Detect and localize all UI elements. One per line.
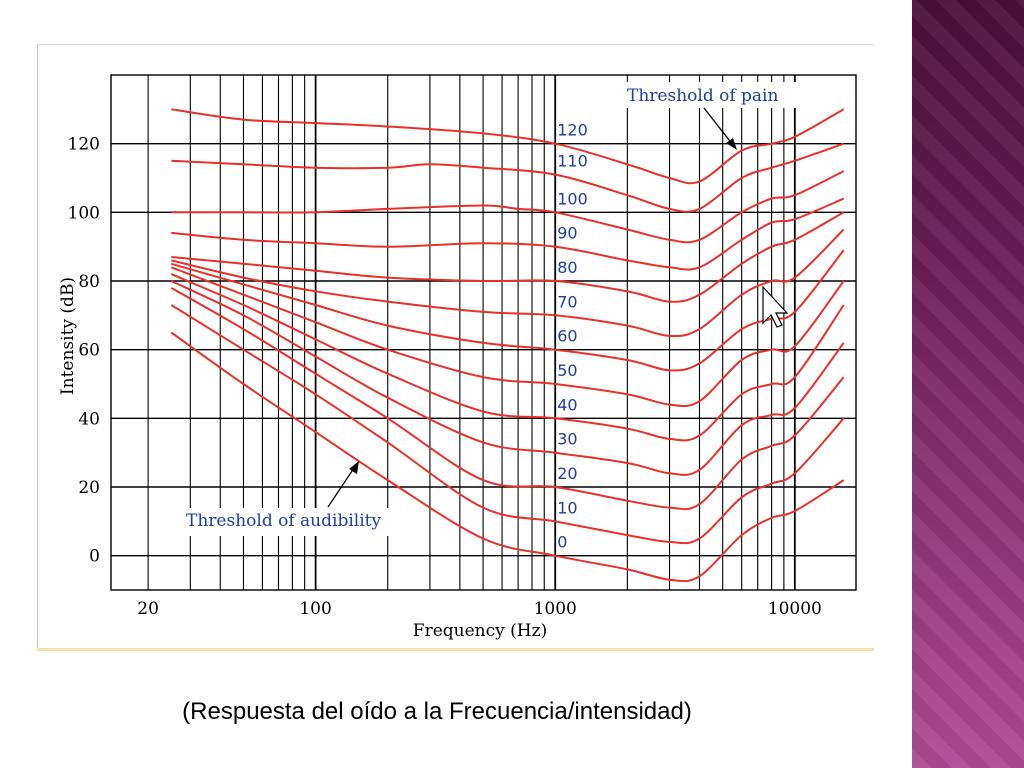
curve-label-70: 70 — [557, 292, 577, 311]
y-tick-label: 20 — [78, 478, 100, 498]
curve-label-90: 90 — [557, 224, 577, 243]
audibility-arrow-head — [349, 461, 359, 474]
pain-arrow-head — [726, 138, 737, 150]
audibility-annotation-background — [180, 508, 410, 536]
curve-label-30: 30 — [557, 430, 577, 449]
mouse-cursor-icon — [762, 285, 789, 328]
loudness-curve-40 — [170, 273, 845, 442]
y-axis-title: Intensity (dB) — [58, 277, 78, 395]
curve-label-100: 100 — [557, 189, 588, 208]
pain-annotation: Threshold of pain — [622, 82, 812, 150]
loudness-curve-60 — [171, 249, 845, 372]
y-tick-label: 40 — [78, 409, 100, 429]
frame-bottom-line — [37, 648, 874, 651]
loudness-curve-50 — [170, 266, 845, 408]
loudness-curve-70 — [171, 228, 845, 338]
loudness-curve-0 — [170, 331, 845, 583]
loudness-curve-110 — [171, 142, 845, 213]
loudness-curve-100 — [171, 170, 845, 244]
loudness-curve-120 — [171, 108, 845, 185]
loudness-curve-10 — [170, 304, 845, 545]
pain-arrow-line — [703, 107, 734, 146]
loudness-curve-20 — [170, 287, 845, 511]
x-tick-label: 100 — [299, 599, 331, 619]
x-tick-label: 20 — [137, 599, 159, 619]
loudness-curve-30 — [170, 280, 845, 476]
curve-label-40: 40 — [557, 395, 577, 414]
x-tick-label: 10000 — [768, 599, 822, 619]
y-tick-label: 0 — [89, 547, 100, 567]
curve-label-110: 110 — [557, 152, 588, 171]
slide-caption: (Respuesta del oído a la Frecuencia/inte… — [0, 698, 880, 726]
curve-label-10: 10 — [557, 498, 577, 517]
y-tick-label: 80 — [78, 272, 100, 292]
x-axis-title: Frequency (Hz) — [413, 621, 547, 641]
loudness-curve-90 — [171, 197, 845, 271]
curve-label-50: 50 — [557, 361, 577, 380]
y-tick-label: 60 — [78, 341, 100, 361]
x-tick-label: 1000 — [534, 599, 577, 619]
curve-label-20: 20 — [557, 464, 577, 483]
pain-annotation-background — [622, 82, 812, 108]
curve-label-60: 60 — [557, 327, 577, 346]
audibility-arrow-line — [327, 467, 355, 508]
audibility-annotation: Threshold of audibility — [180, 461, 410, 536]
loudness-curve-80 — [171, 211, 845, 303]
y-tick-label: 100 — [68, 203, 100, 223]
caption-text: (Respuesta del oído a la Frecuencia/inte… — [182, 698, 692, 725]
series-layer — [170, 108, 845, 583]
curve-label-120: 120 — [557, 121, 588, 140]
threshold-of-audibility-label: Threshold of audibility — [186, 511, 381, 531]
curve-label-0: 0 — [557, 533, 567, 552]
y-tick-label: 120 — [68, 135, 100, 155]
threshold-of-pain-label: Threshold of pain — [627, 86, 778, 106]
curve-label-80: 80 — [557, 258, 577, 277]
decorative-side-bar — [912, 0, 1024, 768]
